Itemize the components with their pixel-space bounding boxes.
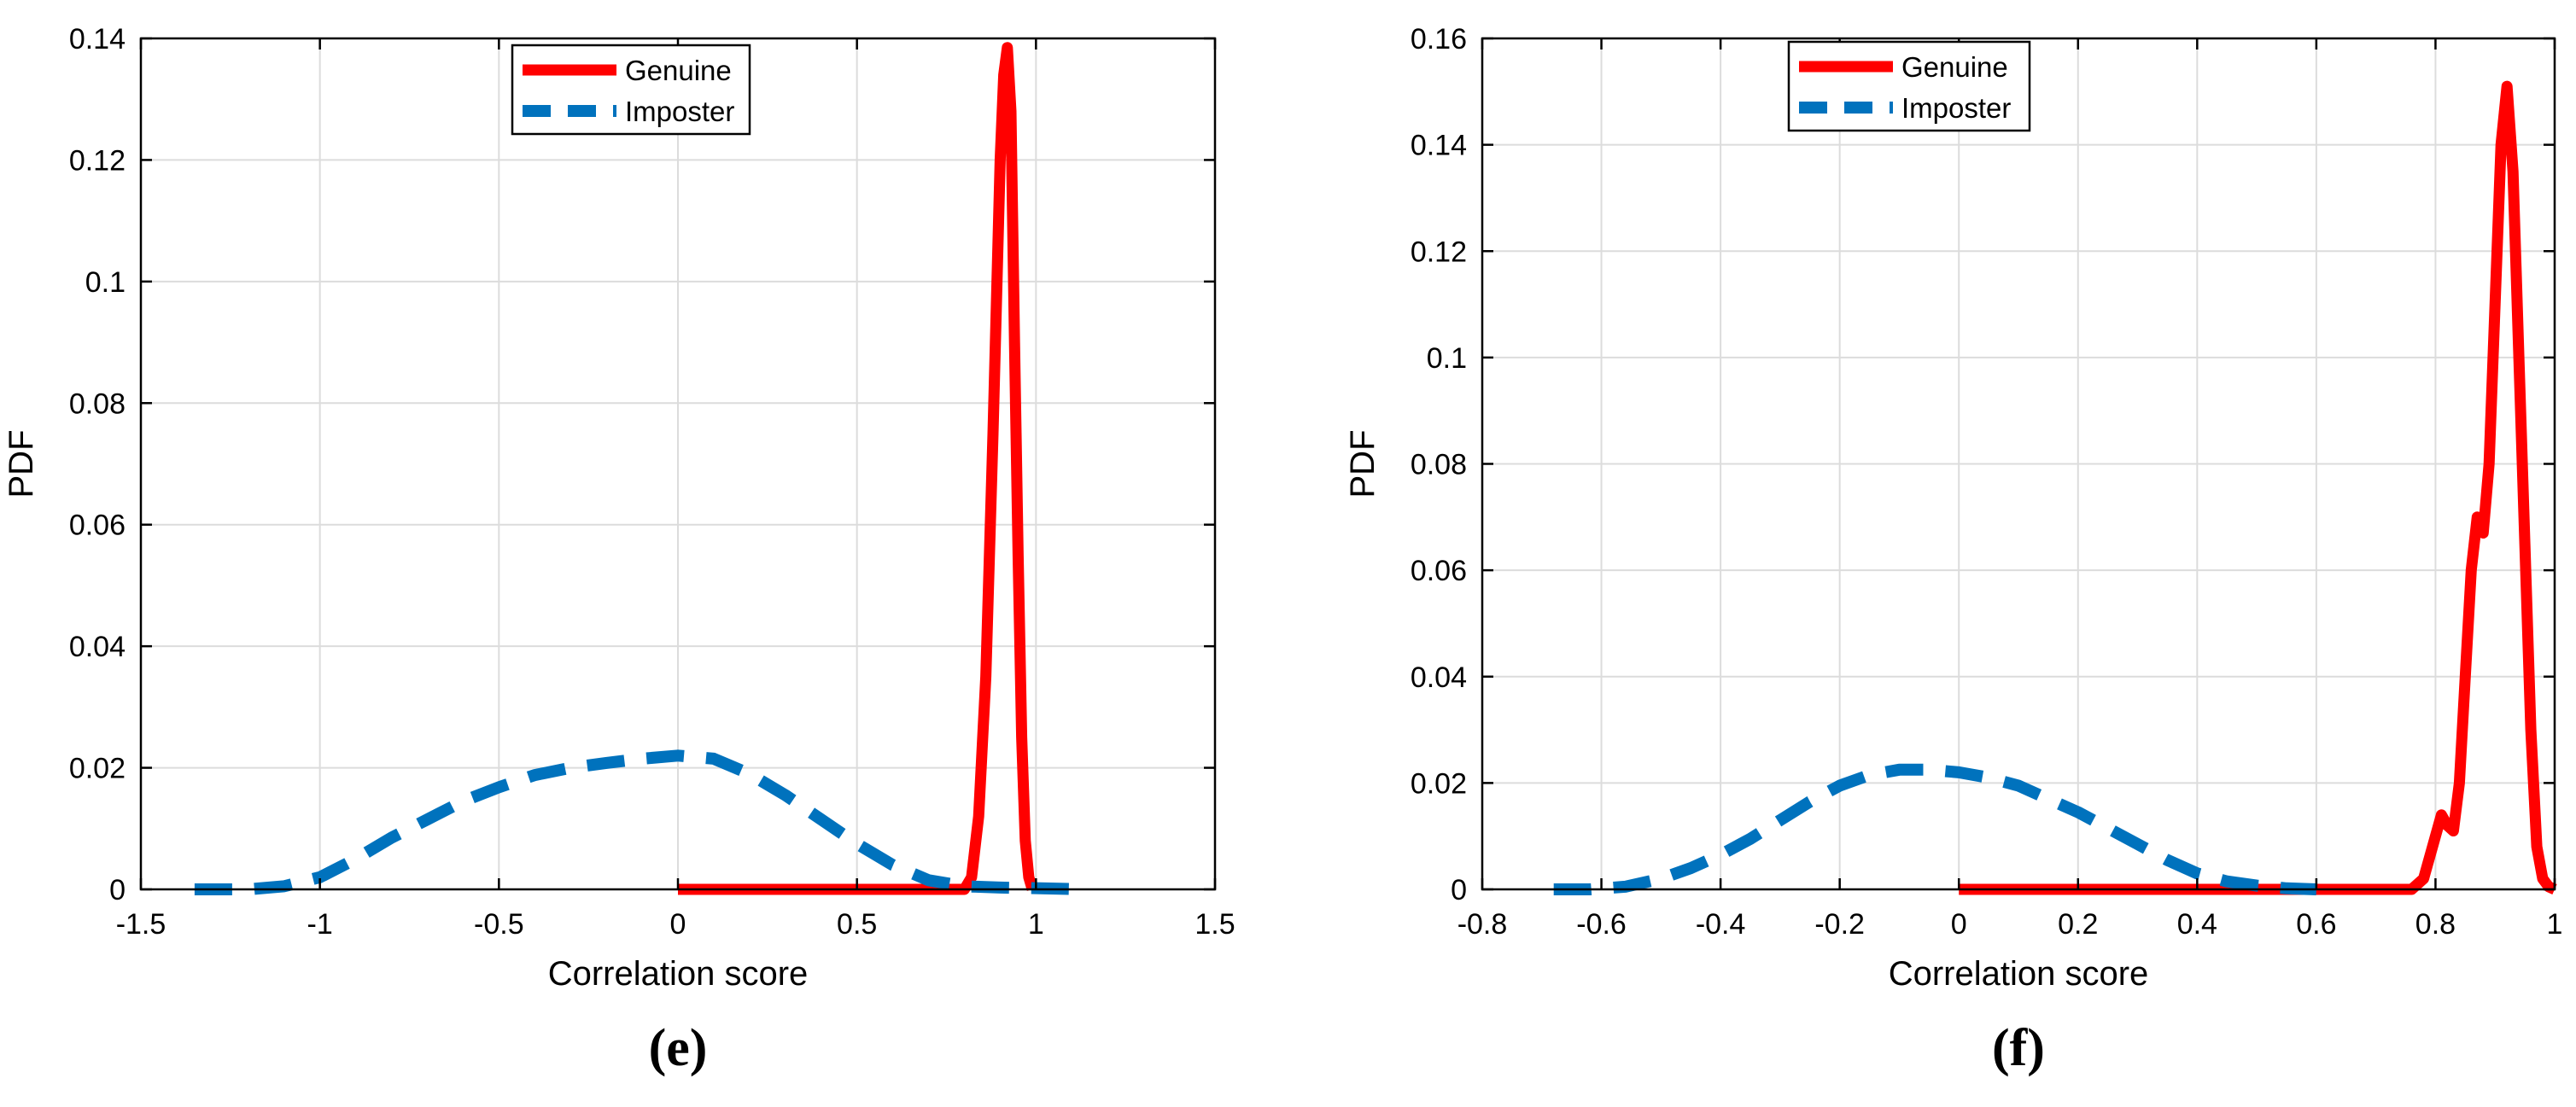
x-tick-label: -1 (307, 908, 333, 941)
x-tick-label: 1.5 (1195, 908, 1235, 941)
x-axis-label: Correlation score (1889, 955, 2149, 993)
series-line-genuine (1959, 80, 2557, 895)
legend: Genuine Imposter (511, 44, 751, 136)
legend: Genuine Imposter (1787, 40, 2031, 132)
x-tick-label: 0 (670, 908, 686, 941)
x-tick-label: 0.8 (2415, 908, 2456, 941)
y-tick-label: 0.02 (1411, 767, 1467, 800)
x-tick-label: 0 (1951, 908, 1967, 941)
legend-label-imposter: Imposter (1901, 92, 2011, 124)
y-tick-label: 0.12 (1411, 236, 1467, 268)
y-tick-label: 0 (1451, 874, 1467, 906)
y-tick-label: 0.14 (69, 23, 126, 55)
y-tick-label: 0.06 (69, 510, 126, 542)
x-tick-label: -0.2 (1814, 908, 1865, 941)
series-line-genuine (678, 42, 1038, 895)
y-tick-label: 0.04 (1411, 661, 1467, 694)
x-tick-label: 0.5 (837, 908, 877, 941)
y-tick-label: 0.06 (1411, 555, 1467, 587)
x-tick-label: 0.2 (2058, 908, 2098, 941)
panel-label: (f) (1992, 1019, 2045, 1077)
panel-label: (e) (649, 1019, 708, 1077)
x-tick-label: 0.6 (2296, 908, 2336, 941)
series-line-imposter (194, 749, 1090, 895)
x-tick-label: -0.8 (1457, 908, 1508, 941)
gridlines (141, 38, 1215, 889)
legend-label-genuine: Genuine (625, 55, 732, 86)
y-tick-label: 0.14 (1411, 130, 1467, 162)
y-tick-label: 0.08 (1411, 449, 1467, 481)
chart-panel-e: -1.5 -1 -0.5 0 0.5 1 1.5 0 0.02 0.04 0.06 0.08 0.1 0.… (3, 23, 1235, 1077)
x-tick-label: 0.4 (2177, 908, 2217, 941)
series-line-imposter (1553, 763, 2317, 895)
y-tick-label: 0.12 (69, 144, 126, 177)
x-tick-label: -0.5 (474, 908, 524, 941)
y-tick-label: 0.08 (69, 387, 126, 420)
y-tick-label: 0 (109, 874, 126, 906)
legend-box (1787, 40, 2031, 132)
y-tick-label: 0.16 (1411, 23, 1467, 55)
y-axis-label: PDF (1344, 430, 1381, 498)
legend-label-imposter: Imposter (625, 96, 734, 127)
x-tick-label: 1 (2547, 908, 2563, 941)
x-tick-label: -0.6 (1576, 908, 1627, 941)
y-tick-label: 0.1 (1427, 342, 1467, 375)
y-tick-label: 0.02 (69, 753, 126, 785)
x-tick-label: -0.4 (1696, 908, 1746, 941)
x-tick-label: 1 (1028, 908, 1044, 941)
chart-panel-f: -0.8 -0.6 -0.4 -0.2 0 0.2 0.4 0.6 0.8 1 0 0.02 0.04 0… (1344, 23, 2562, 1077)
y-tick-label: 0.04 (69, 631, 126, 663)
x-tick-label: -1.5 (116, 908, 166, 941)
x-axis-label: Correlation score (548, 955, 809, 993)
legend-box (511, 44, 751, 136)
legend-label-genuine: Genuine (1901, 51, 2008, 83)
y-tick-label: 0.1 (85, 266, 126, 299)
y-axis-label: PDF (3, 430, 40, 498)
